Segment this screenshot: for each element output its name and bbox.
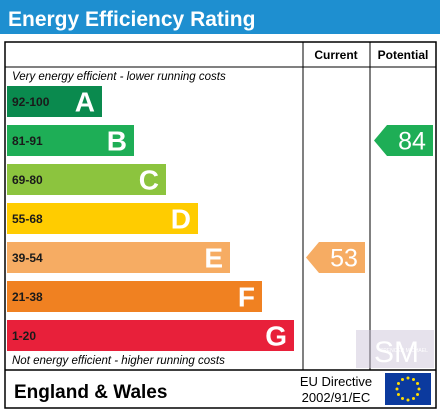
eu-star-icon — [416, 393, 420, 396]
eu-star-icon — [416, 382, 420, 385]
band-bar-d — [7, 203, 198, 234]
eu-star-icon — [395, 387, 399, 391]
header-bar — [0, 0, 440, 34]
band-bar-g — [7, 320, 294, 351]
eu-star-icon — [412, 397, 415, 401]
potential-rating-arrow — [374, 125, 433, 156]
rating-bands: 92-100 A 81-91 B 69-80 C 55-68 D 39-54 E 21-38 F 1-2… — [7, 86, 294, 352]
band-range-b: 81-91 — [12, 134, 43, 148]
eu-star-icon — [401, 397, 404, 401]
band-letter-d: D — [171, 204, 191, 235]
watermark-monogram: SM — [374, 336, 419, 369]
bottom-note: Not energy efficient - higher running co… — [12, 355, 225, 367]
band-letter-e: E — [204, 243, 223, 274]
eu-star-icon — [406, 376, 410, 380]
footer-region: England & Wales — [14, 382, 167, 403]
potential-rating-value: 84 — [398, 128, 426, 156]
band-bar-f — [7, 281, 262, 312]
band-letter-a: A — [75, 87, 95, 118]
band-bar-e — [7, 242, 230, 273]
band-range-f: 21-38 — [12, 290, 43, 304]
current-rating-arrow — [306, 242, 365, 273]
watermark: SM SPENCER MICHAEL — [356, 330, 434, 369]
band-bar-c — [7, 164, 166, 195]
band-letter-g: G — [265, 321, 287, 352]
band-range-e: 39-54 — [12, 251, 43, 265]
band-bar-b — [7, 125, 134, 156]
band-letter-c: C — [139, 165, 159, 196]
current-rating-value: 53 — [330, 245, 358, 273]
rating-arrows: 53 84 — [306, 125, 433, 273]
top-note: Very energy efficient - lower running co… — [12, 71, 226, 83]
eu-star-icon — [401, 377, 404, 381]
band-range-d: 55-68 — [12, 212, 43, 226]
band-letter-b: B — [107, 126, 127, 157]
eu-star-icon — [396, 393, 400, 396]
footer-directive-line1: EU Directive — [300, 374, 372, 389]
eu-flag-icon — [385, 373, 431, 405]
current-column-header: Current — [314, 48, 357, 62]
chart-title: Energy Efficiency Rating — [8, 8, 255, 31]
eu-star-icon — [396, 382, 400, 385]
eu-star-icon — [417, 387, 421, 391]
potential-column-header: Potential — [378, 48, 429, 62]
band-bar-a — [7, 86, 102, 117]
watermark-box — [356, 330, 434, 368]
eu-star-icon — [406, 398, 410, 402]
band-letter-f: F — [238, 282, 255, 313]
chart-frame — [4, 41, 437, 409]
band-range-c: 69-80 — [12, 173, 43, 187]
eu-star-icon — [412, 377, 415, 381]
band-range-g: 1-20 — [12, 329, 36, 343]
watermark-text: SPENCER MICHAEL — [380, 348, 428, 354]
band-range-a: 92-100 — [12, 95, 50, 109]
footer-directive-line2: 2002/91/EC — [302, 390, 371, 405]
